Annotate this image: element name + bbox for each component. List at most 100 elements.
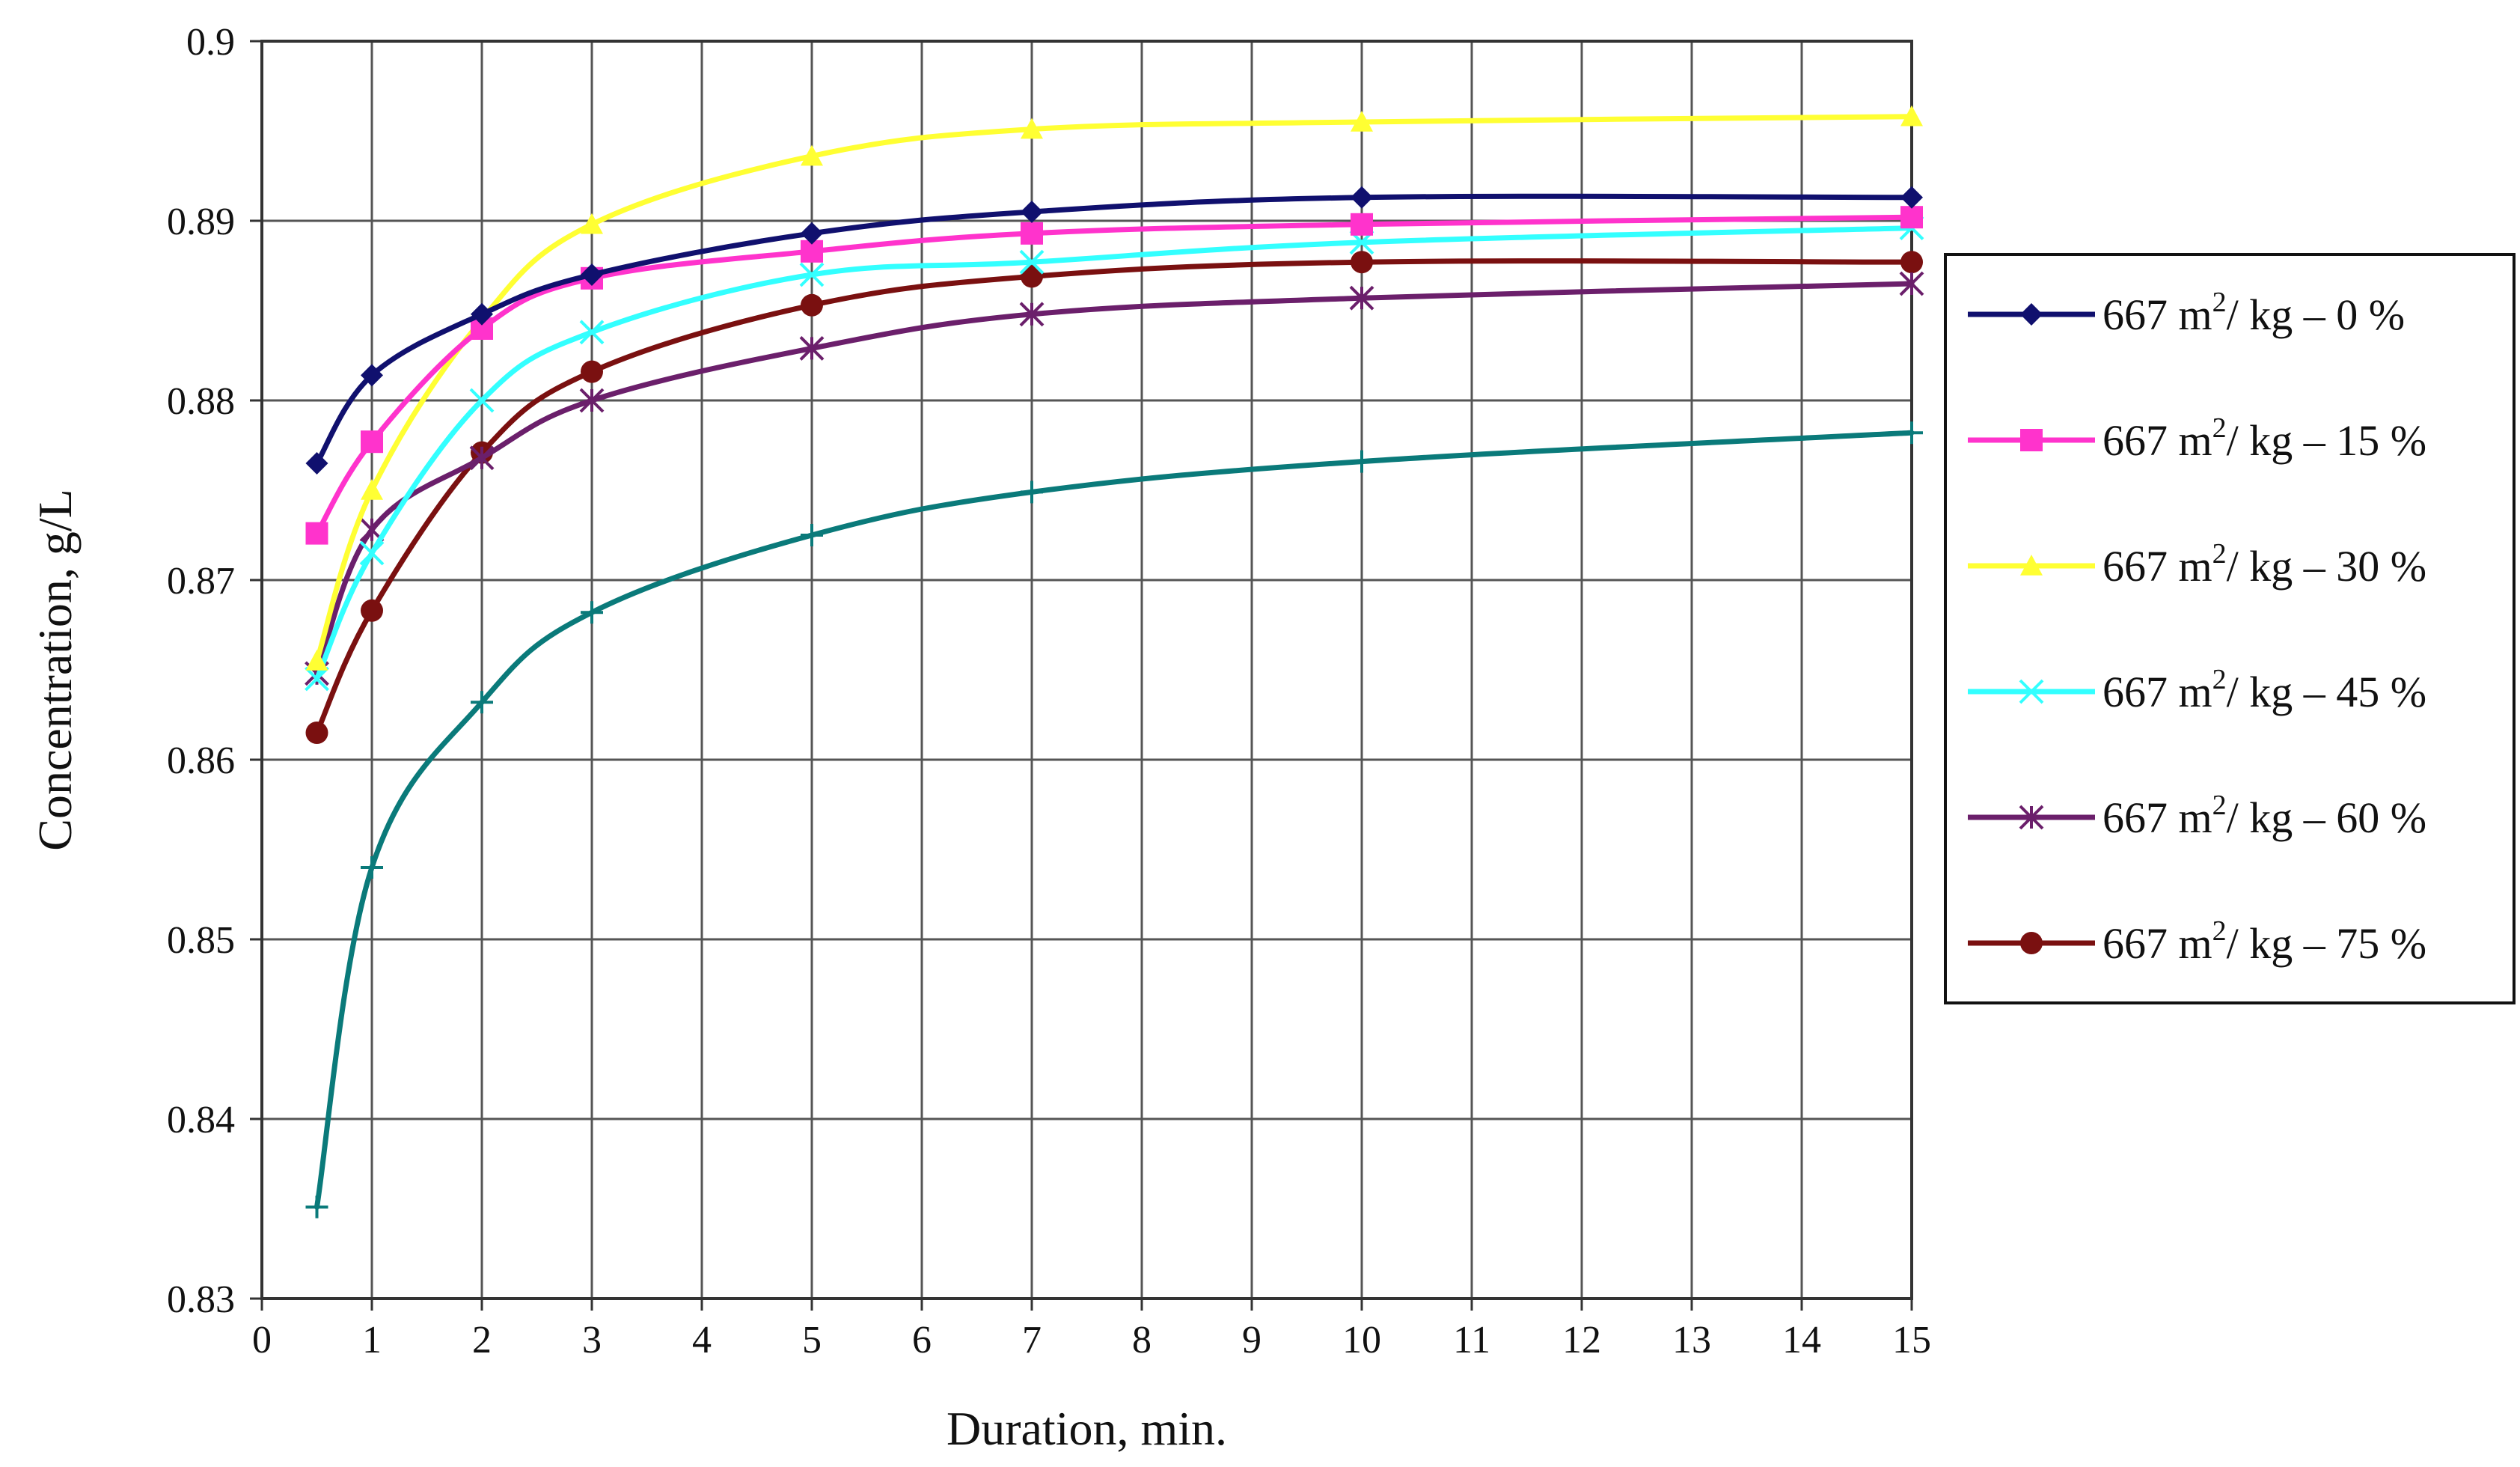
x-tick-label: 6 (912, 1319, 932, 1361)
series-7 (305, 421, 1923, 1219)
legend-item: 667 m2/ kg – 30 % (1968, 538, 2426, 591)
data-point (469, 388, 495, 413)
y-tick-label: 0.89 (167, 201, 235, 243)
data-point (305, 452, 328, 475)
legend-label: 667 m2/ kg – 60 % (2102, 790, 2426, 842)
marker-stroke (2019, 679, 2044, 704)
x-axis-title: Duration, min. (946, 1402, 1227, 1455)
data-point (801, 144, 823, 166)
data-point (1351, 111, 1373, 132)
data-point (1900, 186, 1923, 209)
data-point (581, 263, 603, 286)
x-tick-label: 0 (252, 1319, 272, 1361)
data-point (799, 262, 825, 287)
x-tick-label: 3 (582, 1319, 602, 1361)
data-point (581, 213, 603, 234)
x-tick-label: 5 (802, 1319, 822, 1361)
data-point (361, 599, 383, 622)
y-tick-label: 0.83 (167, 1278, 235, 1321)
data-point (801, 293, 823, 317)
x-tick-label: 4 (692, 1319, 712, 1361)
legend-label: 667 m2/ kg – 0 % (2102, 287, 2405, 339)
marker-stroke (799, 262, 825, 287)
series-5 (305, 271, 1924, 686)
data-point (359, 540, 385, 566)
legend-swatch-marker (2020, 555, 2043, 576)
x-tick-label: 14 (1782, 1319, 1821, 1361)
data-point (581, 360, 603, 383)
x-tick-label: 9 (1242, 1319, 1261, 1361)
data-point (1021, 118, 1043, 139)
data-point (1900, 251, 1923, 274)
data-point (1899, 271, 1924, 296)
legend: 667 m2/ kg – 0 % 667 m2/ kg – 15 % 667 m2/… (1944, 253, 2516, 1004)
y-tick-label: 0.86 (167, 739, 235, 782)
data-point (1019, 302, 1045, 327)
data-point (1019, 249, 1045, 275)
series-3 (305, 105, 1923, 671)
data-point (579, 388, 605, 413)
data-point (801, 222, 823, 245)
series-line (314, 193, 1915, 466)
legend-box (1944, 253, 2516, 1004)
x-tick-label: 8 (1132, 1319, 1152, 1361)
data-point (305, 650, 328, 671)
legend-swatch-marker (2020, 429, 2043, 451)
legend-item: 667 m2/ kg – 60 % (1968, 790, 2426, 842)
data-point (361, 856, 383, 879)
data-point (361, 430, 383, 454)
data-point (1351, 186, 1373, 209)
series-6 (305, 251, 1923, 744)
data-point (469, 445, 495, 471)
legend-item: 667 m2/ kg – 75 % (1968, 915, 2426, 968)
y-axis-title: Concentration, g/L (28, 489, 82, 850)
x-tick-label: 2 (472, 1319, 492, 1361)
data-point (1021, 265, 1043, 288)
series-line (314, 281, 1915, 677)
series-line (314, 214, 1915, 537)
legend-label: 667 m2/ kg – 75 % (2102, 915, 2426, 968)
marker-stroke (579, 320, 605, 345)
legend-swatch-marker (2020, 932, 2043, 954)
data-point (1351, 450, 1373, 473)
series-layer (305, 105, 1924, 1219)
legend-label: 667 m2/ kg – 15 % (2102, 412, 2426, 465)
data-point (305, 666, 329, 692)
data-point (361, 479, 383, 500)
plot-area-border (260, 40, 1913, 1300)
x-tick-label: 10 (1342, 1319, 1381, 1361)
legend-swatch-marker (2019, 679, 2044, 704)
x-tick-label: 1 (362, 1319, 382, 1361)
data-point (1349, 285, 1374, 311)
y-tick-label: 0.9 (186, 21, 235, 64)
data-point (1900, 421, 1923, 445)
marker-stroke (469, 388, 495, 413)
data-point (1021, 222, 1043, 245)
data-point (799, 335, 825, 361)
data-point (305, 722, 328, 744)
x-tick-label: 12 (1562, 1319, 1601, 1361)
legend-label: 667 m2/ kg – 30 % (2102, 538, 2426, 591)
x-tick-label: 15 (1892, 1319, 1931, 1361)
data-point (801, 524, 823, 546)
legend-item: 667 m2/ kg – 0 % (1968, 287, 2405, 339)
data-point (471, 691, 493, 714)
series-line (314, 430, 1915, 1210)
data-point (581, 601, 603, 624)
data-point (1021, 201, 1043, 223)
data-point (1351, 213, 1373, 236)
marker-stroke (305, 666, 329, 692)
data-point (361, 364, 383, 387)
y-tick-label: 0.88 (167, 380, 235, 423)
marker-stroke (359, 540, 385, 566)
data-point (1900, 105, 1923, 126)
legend-label: 667 m2/ kg – 45 % (2102, 664, 2426, 716)
legend-swatch-marker (2020, 303, 2043, 326)
series-line (314, 225, 1915, 682)
x-tick-label: 11 (1453, 1319, 1490, 1361)
data-point (1021, 481, 1043, 504)
data-point (1351, 251, 1373, 274)
y-tick-label: 0.85 (167, 919, 235, 962)
legend-item: 667 m2/ kg – 15 % (1968, 412, 2426, 465)
